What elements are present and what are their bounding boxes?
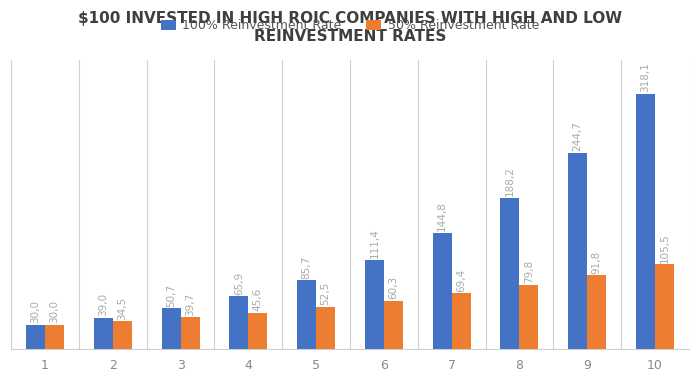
Bar [452,293,470,349]
Bar [94,318,113,349]
Text: 244,7: 244,7 [573,121,582,151]
Bar [500,198,519,349]
Bar [26,325,45,349]
Text: 105,5: 105,5 [659,233,669,263]
Bar [316,307,335,349]
Text: 52,5: 52,5 [321,282,330,305]
Text: 30,0: 30,0 [50,300,60,324]
Text: 79,8: 79,8 [524,260,534,283]
Text: 39,7: 39,7 [185,292,195,316]
Bar [568,152,587,349]
Text: 85,7: 85,7 [302,255,312,279]
Bar [45,325,64,349]
Bar [384,301,403,349]
Bar [230,296,248,349]
Title: $100 INVESTED IN HIGH ROIC COMPANIES WITH HIGH AND LOW
REINVESTMENT RATES: $100 INVESTED IN HIGH ROIC COMPANIES WIT… [78,11,622,44]
Bar [587,275,606,349]
Text: 318,1: 318,1 [640,62,650,92]
Text: 188,2: 188,2 [505,167,515,196]
Text: 34,5: 34,5 [118,296,127,320]
Text: 50,7: 50,7 [166,284,176,307]
Text: 91,8: 91,8 [592,250,602,274]
Bar [113,321,132,349]
Text: 45,6: 45,6 [253,288,262,311]
Bar [655,264,674,349]
Text: 30,0: 30,0 [31,300,41,324]
Text: 39,0: 39,0 [98,293,108,316]
Bar [433,233,452,349]
Text: 111,4: 111,4 [370,228,379,258]
Bar [636,93,655,349]
Legend: 100% Reinvestment Rate, 50% Reinvestment Rate: 100% Reinvestment Rate, 50% Reinvestment… [156,14,544,37]
Bar [162,308,181,349]
Text: 69,4: 69,4 [456,268,466,292]
Text: 65,9: 65,9 [234,272,244,295]
Bar [181,317,199,349]
Bar [297,280,316,349]
Text: 144,8: 144,8 [438,201,447,231]
Bar [365,260,384,349]
Bar [248,313,267,349]
Bar [519,285,538,349]
Text: 60,3: 60,3 [389,276,398,299]
